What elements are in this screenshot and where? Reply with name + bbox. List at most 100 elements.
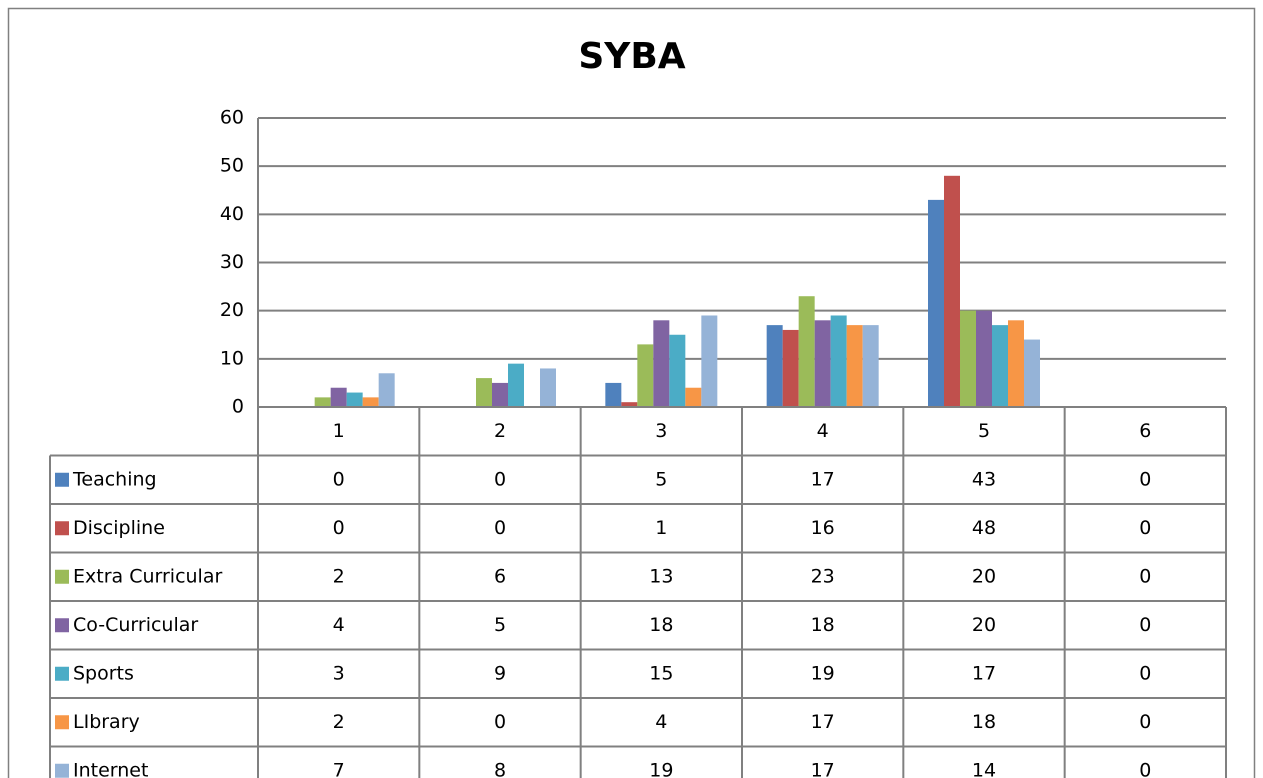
chart-title: SYBA (578, 36, 685, 77)
table-value: 4 (655, 711, 667, 733)
table-value: 3 (333, 662, 345, 684)
table-value: 0 (1139, 711, 1151, 733)
legend-label: Discipline (73, 517, 165, 539)
legend-label: Internet (73, 759, 148, 778)
legend-label: Extra Curricular (73, 565, 222, 587)
table-value: 0 (1139, 517, 1151, 539)
x-tick-label: 3 (655, 420, 667, 442)
table-value: 0 (1139, 662, 1151, 684)
table-value: 1 (655, 517, 667, 539)
x-tick-label: 2 (494, 420, 506, 442)
y-tick-label: 20 (220, 299, 244, 321)
legend-key (55, 715, 69, 730)
table-value: 9 (494, 662, 506, 684)
table-value: 2 (333, 565, 345, 587)
bar (992, 325, 1008, 407)
y-tick-label: 40 (220, 203, 244, 225)
legend-label: Teaching (72, 468, 157, 490)
y-tick-label: 0 (232, 396, 244, 418)
legend-label: Co-Curricular (73, 614, 198, 636)
bar (330, 387, 347, 407)
table-value: 18 (649, 614, 673, 636)
table-value: 2 (333, 711, 345, 733)
bar (976, 310, 992, 407)
table-value: 8 (494, 759, 506, 778)
table-value: 0 (1139, 759, 1151, 778)
legend-key (55, 569, 69, 584)
bar (862, 325, 879, 407)
table-value: 18 (972, 711, 996, 733)
bar (960, 310, 976, 407)
table-value: 20 (972, 565, 996, 587)
bar (944, 175, 960, 407)
bar (685, 387, 702, 407)
table-value: 19 (811, 662, 835, 684)
table-value: 5 (655, 468, 667, 490)
table-value: 4 (333, 614, 345, 636)
table-value: 0 (494, 711, 506, 733)
bar (314, 397, 331, 407)
bar (814, 320, 831, 407)
table-value: 17 (811, 468, 835, 490)
table-value: 0 (494, 468, 506, 490)
table-value: 17 (811, 759, 835, 778)
chart-border (7, 7, 1256, 778)
bar (830, 315, 847, 407)
table-value: 16 (811, 517, 835, 539)
legend-key (55, 521, 69, 536)
table-value: 0 (333, 468, 345, 490)
x-tick-label: 6 (1139, 420, 1151, 442)
bar (766, 325, 783, 407)
bar (621, 402, 638, 407)
bar (669, 334, 686, 407)
bar (492, 382, 508, 407)
table-value: 0 (1139, 565, 1151, 587)
y-tick-label: 30 (220, 251, 244, 273)
bar (540, 368, 556, 407)
x-tick-label: 1 (333, 420, 345, 442)
table-value: 7 (333, 759, 345, 778)
table-value: 13 (649, 565, 673, 587)
y-tick-label: 50 (220, 155, 244, 177)
legend-key (55, 763, 69, 778)
bar (782, 329, 799, 407)
table-value: 23 (811, 565, 835, 587)
table-value: 48 (972, 517, 996, 539)
y-tick-label: 10 (220, 347, 244, 369)
table-value: 20 (972, 614, 996, 636)
table-value: 0 (1139, 468, 1151, 490)
table-value: 17 (811, 711, 835, 733)
table-value: 0 (494, 517, 506, 539)
bar (637, 344, 654, 407)
legend-label: LIbrary (73, 711, 140, 733)
table-value: 43 (972, 468, 996, 490)
x-tick-label: 4 (817, 420, 829, 442)
bar (653, 320, 670, 407)
bar (701, 315, 718, 407)
bar (928, 199, 944, 407)
bar (508, 363, 524, 407)
table-value: 14 (972, 759, 996, 778)
table-value: 0 (333, 517, 345, 539)
x-tick-label: 5 (978, 420, 990, 442)
legend-key (55, 618, 69, 633)
table-value: 5 (494, 614, 506, 636)
bar (476, 378, 492, 407)
bar (362, 397, 379, 407)
table-value: 0 (1139, 614, 1151, 636)
bar (846, 325, 863, 407)
bar (378, 373, 395, 407)
table-value: 19 (649, 759, 673, 778)
table-value: 17 (972, 662, 996, 684)
bar (346, 392, 363, 407)
bar (1008, 320, 1024, 407)
table-value: 6 (494, 565, 506, 587)
y-tick-label: 60 (220, 107, 244, 129)
bar (605, 382, 622, 407)
table-value: 18 (811, 614, 835, 636)
bar (798, 296, 815, 407)
legend-key (55, 472, 69, 487)
table-value: 15 (649, 662, 673, 684)
bar (1024, 339, 1040, 407)
